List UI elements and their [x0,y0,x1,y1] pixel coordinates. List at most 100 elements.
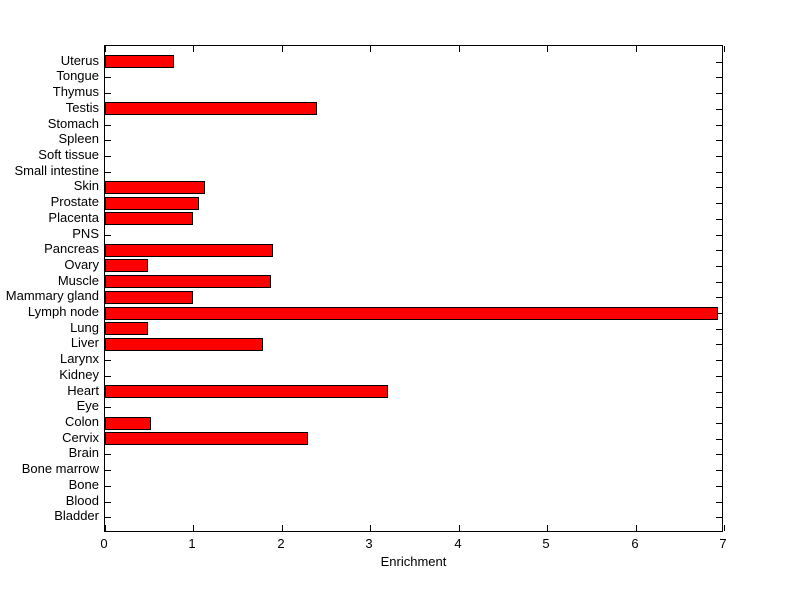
x-tick-label: 0 [100,536,108,551]
x-tick-bottom [547,525,548,531]
x-tick-top [724,46,725,52]
bar [105,275,271,288]
x-tick-bottom [459,525,460,531]
y-tick-right [716,517,722,518]
y-tick-left [105,360,111,361]
y-tick-label: Muscle [57,272,99,288]
x-tick-bottom [282,525,283,531]
y-tick-left [105,502,111,503]
y-tick-right [716,109,722,110]
y-tick-right [716,392,722,393]
y-tick-right [716,297,722,298]
y-tick-right [716,187,722,188]
bar [105,244,273,257]
y-tick-left [105,156,111,157]
x-tick-label: 6 [631,536,639,551]
y-tick-right [716,360,722,361]
y-tick-label: Larynx [59,351,99,367]
x-tick-bottom [724,525,725,531]
y-tick-right [716,250,722,251]
y-tick-label: Bone marrow [21,461,99,477]
y-tick-left [105,77,111,78]
y-tick-label: Bone [68,476,99,492]
y-tick-left [105,470,111,471]
y-tick-right [716,203,722,204]
bar [105,181,205,194]
y-tick-right [716,219,722,220]
x-tick-top [459,46,460,52]
y-tick-right [716,454,722,455]
y-tick-right [716,502,722,503]
bar [105,385,388,398]
y-tick-label: Kidney [59,366,99,382]
y-tick-left [105,517,111,518]
y-tick-right [716,407,722,408]
x-tick-top [370,46,371,52]
y-tick-label: Tongue [56,68,99,84]
x-tick-top [193,46,194,52]
y-tick-right [716,376,722,377]
y-tick-label: Bladder [54,508,99,524]
bar [105,291,193,304]
x-tick-label: 4 [454,536,462,551]
x-tick-label: 2 [277,536,285,551]
x-axis-label: Enrichment [380,554,447,569]
y-tick-label: Mammary gland [5,288,99,304]
x-tick-label: 3 [365,536,373,551]
y-tick-label: Blood [65,492,99,508]
y-tick-left [105,125,111,126]
y-tick-label: Ovary [64,256,99,272]
y-tick-label: Heart [67,382,99,398]
y-tick-label: Stomach [47,115,99,131]
y-tick-right [716,235,722,236]
bar [105,102,317,115]
y-tick-label: Spleen [58,131,99,147]
plot-area [104,45,725,532]
y-tick-right [716,423,722,424]
y-tick-left [105,93,111,94]
bar [105,259,148,272]
y-tick-label: Colon [65,414,99,430]
y-tick-left [105,140,111,141]
y-tick-left [105,235,111,236]
y-tick-right [716,486,722,487]
x-tick-top [105,46,106,52]
y-tick-label: Eye [76,398,99,414]
y-tick-label: Pancreas [44,241,99,257]
bar [105,322,148,335]
y-tick-right [716,439,722,440]
y-tick-label: Lung [70,319,99,335]
x-tick-bottom [636,525,637,531]
y-tick-label: Liver [70,335,99,351]
y-tick-label: Cervix [62,429,99,445]
bar [105,338,263,351]
y-tick-label: Small intestine [14,162,99,178]
y-tick-right [716,344,722,345]
x-tick-bottom [370,525,371,531]
y-tick-right [716,282,722,283]
x-tick-bottom [105,525,106,531]
y-tick-right [716,62,722,63]
y-tick-label: PNS [72,225,99,241]
y-tick-left [105,454,111,455]
y-tick-left [105,376,111,377]
x-tick-top [547,46,548,52]
y-tick-right [716,156,722,157]
bar [105,307,718,320]
bar [105,55,174,68]
y-tick-right [716,172,722,173]
y-tick-right [716,266,722,267]
y-tick-label: Brain [68,445,99,461]
x-tick-top [282,46,283,52]
y-tick-right [716,125,722,126]
y-tick-label: Lymph node [27,304,99,320]
x-tick-label: 5 [542,536,550,551]
y-tick-right [716,470,722,471]
y-tick-label: Testis [65,99,99,115]
y-tick-label: Placenta [48,209,99,225]
bar [105,212,193,225]
y-tick-right [716,140,722,141]
y-tick-right [716,313,722,314]
y-tick-label: Thymus [52,84,99,100]
